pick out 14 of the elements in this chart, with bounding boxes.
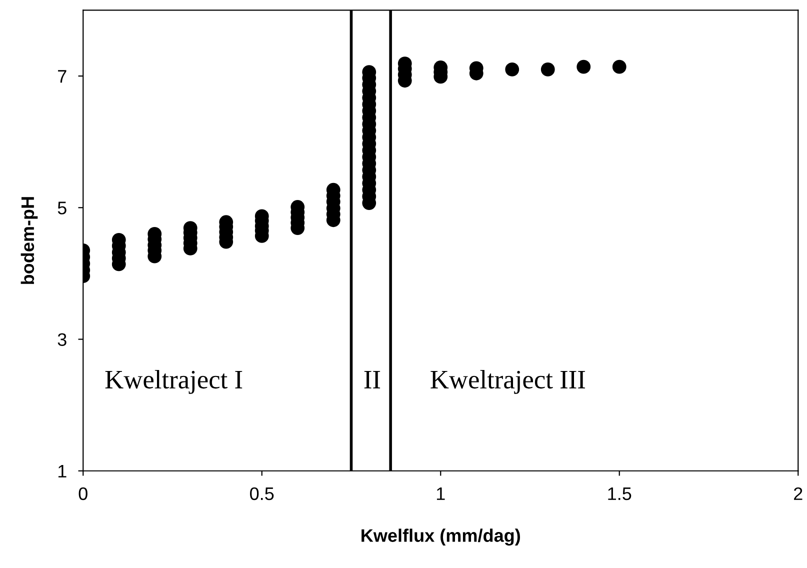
x-tick-label: 2 [794, 487, 802, 500]
x-axis-title: Kwelflux (mm/dag) [362, 528, 520, 546]
x-tick-label: 1.5 [608, 488, 632, 500]
y-tick-label: 3 [58, 333, 66, 346]
y-tick-label: 1 [58, 464, 66, 478]
y-axis-title: bodem-pH [20, 197, 38, 284]
x-tick-label: 0 [78, 487, 88, 500]
x-tick-label: 1 [436, 488, 445, 500]
annotation: II [364, 371, 380, 388]
y-tick-label: 7 [58, 70, 66, 83]
y-tick-label: 5 [58, 202, 66, 214]
annotation: Kweltraject III [430, 370, 586, 394]
annotation: Kweltraject I [105, 370, 242, 394]
x-tick-label: 0.5 [250, 487, 274, 500]
